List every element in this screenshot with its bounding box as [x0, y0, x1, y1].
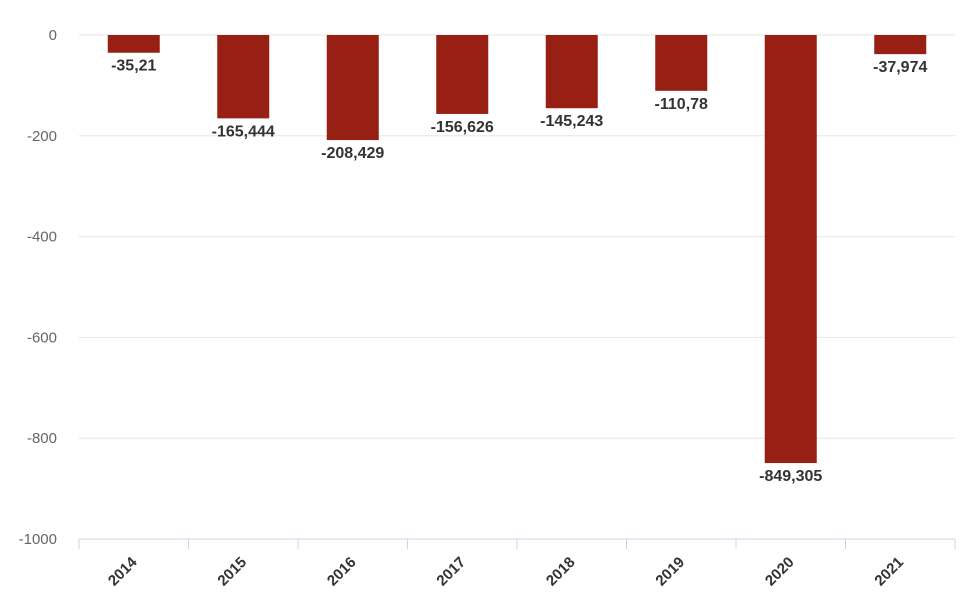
y-tick-label: -200: [27, 128, 57, 145]
y-tick-label: -1000: [19, 531, 57, 548]
x-tick-label: 2020: [762, 554, 798, 590]
bar: [764, 35, 817, 464]
data-label: -145,243: [540, 113, 603, 130]
data-label: -37,974: [873, 59, 927, 76]
gridlines: [79, 34, 955, 439]
x-axis: 2014 2015 2016 2017 2018 2019 2020 2021: [78, 538, 956, 590]
data-label: -208,429: [321, 145, 384, 162]
y-tick-label: -800: [27, 430, 57, 447]
bar: [545, 35, 598, 109]
data-label: -165,444: [212, 123, 275, 140]
x-tick-label: 2019: [652, 554, 688, 590]
y-tick-label: -400: [27, 229, 57, 246]
bar: [326, 35, 379, 141]
x-tick-label: 2018: [543, 554, 579, 590]
bar: [107, 35, 160, 53]
bar: [436, 35, 489, 114]
data-label: -35,21: [111, 58, 156, 75]
y-tick-label: -600: [27, 329, 57, 346]
data-label: -849,305: [759, 468, 822, 485]
y-tick-label: 0: [49, 27, 57, 44]
x-tick-label: 2017: [433, 554, 469, 590]
data-label: -110,78: [655, 96, 708, 113]
x-tick-label: 2016: [324, 554, 360, 590]
bar: [655, 35, 708, 91]
x-tick-label: 2021: [871, 554, 907, 590]
x-tick-label: 2014: [105, 553, 141, 589]
bars: [107, 35, 927, 464]
bar: [217, 35, 270, 119]
data-labels: -35,21 -165,444 -208,429 -156,626 -145,243 -1…: [111, 58, 927, 485]
x-tick-label: 2015: [214, 554, 250, 590]
bar: [874, 35, 927, 55]
data-label: -156,626: [431, 119, 494, 136]
y-axis-tick-labels: 0 -200 -400 -600 -800 -1000: [19, 27, 57, 548]
